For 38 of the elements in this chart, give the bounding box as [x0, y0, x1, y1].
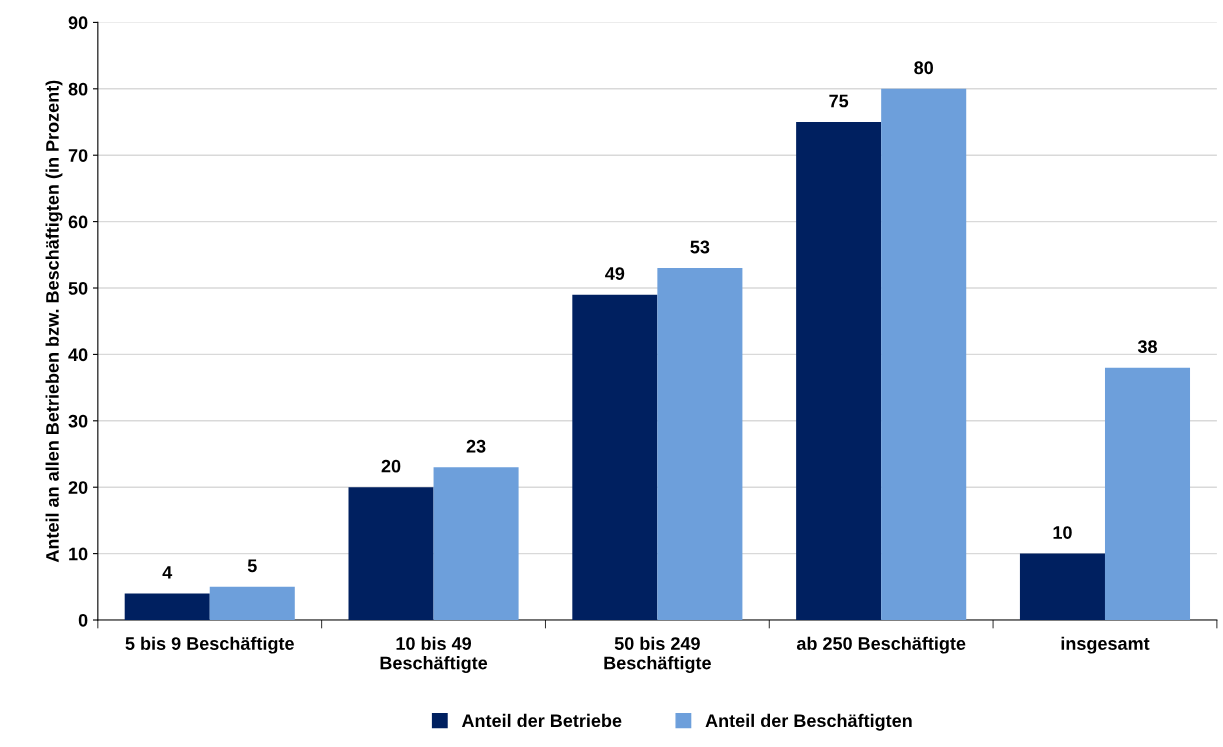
data-label: 4 — [162, 566, 173, 579]
data-label: 23 — [466, 439, 486, 453]
bar — [209, 586, 295, 621]
y-tick-label: 10 — [69, 547, 88, 561]
y-tick-label: 0 — [78, 613, 88, 627]
data-label: 53 — [690, 240, 710, 254]
y-tick-label: 80 — [68, 82, 88, 96]
data-label: 49 — [605, 267, 625, 280]
bar — [657, 268, 743, 621]
data-label: 20 — [381, 459, 401, 473]
bar — [796, 122, 882, 621]
y-tick-label: 20 — [68, 481, 88, 494]
y-axis-title: Anteil an allen Betrieben bzw. Beschäftigten (in Prozent) — [45, 80, 63, 563]
y-tick-label: 40 — [68, 348, 88, 362]
x-tick-label: 5 bis 9 Beschäftigte — [125, 636, 294, 654]
legend-label: Anteil der Betriebe — [461, 713, 622, 728]
data-label: 38 — [1137, 340, 1157, 354]
y-tick-label: 70 — [68, 149, 88, 162]
bar — [124, 593, 210, 621]
x-tick-label: ab 250 Beschäftigte — [796, 636, 966, 654]
y-tick-label: 30 — [68, 414, 88, 428]
bar — [572, 294, 658, 621]
data-label: 75 — [829, 94, 849, 108]
bar — [881, 88, 967, 621]
x-tick-label: 50 bis 249 Beschäftigte — [604, 636, 711, 674]
bar — [1019, 553, 1105, 621]
y-tick-label: 50 — [68, 281, 88, 295]
bar — [348, 487, 434, 621]
data-label: 80 — [914, 61, 933, 75]
x-tick-label: 10 bis 49 Beschäftigte — [380, 636, 488, 674]
bar — [1104, 367, 1191, 621]
data-label: 10 — [1053, 526, 1072, 539]
y-tick-label: 60 — [68, 215, 88, 229]
y-tick-label: 90 — [68, 16, 88, 30]
data-label: 5 — [247, 559, 257, 573]
x-tick-label: insgesamt — [1061, 636, 1150, 654]
bar — [433, 467, 519, 621]
legend-label: Anteil der Beschäftigten — [705, 713, 912, 731]
